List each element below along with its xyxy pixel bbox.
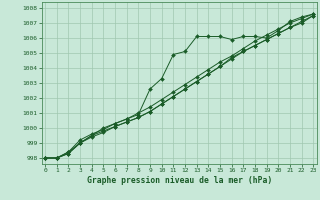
X-axis label: Graphe pression niveau de la mer (hPa): Graphe pression niveau de la mer (hPa) <box>87 176 272 185</box>
